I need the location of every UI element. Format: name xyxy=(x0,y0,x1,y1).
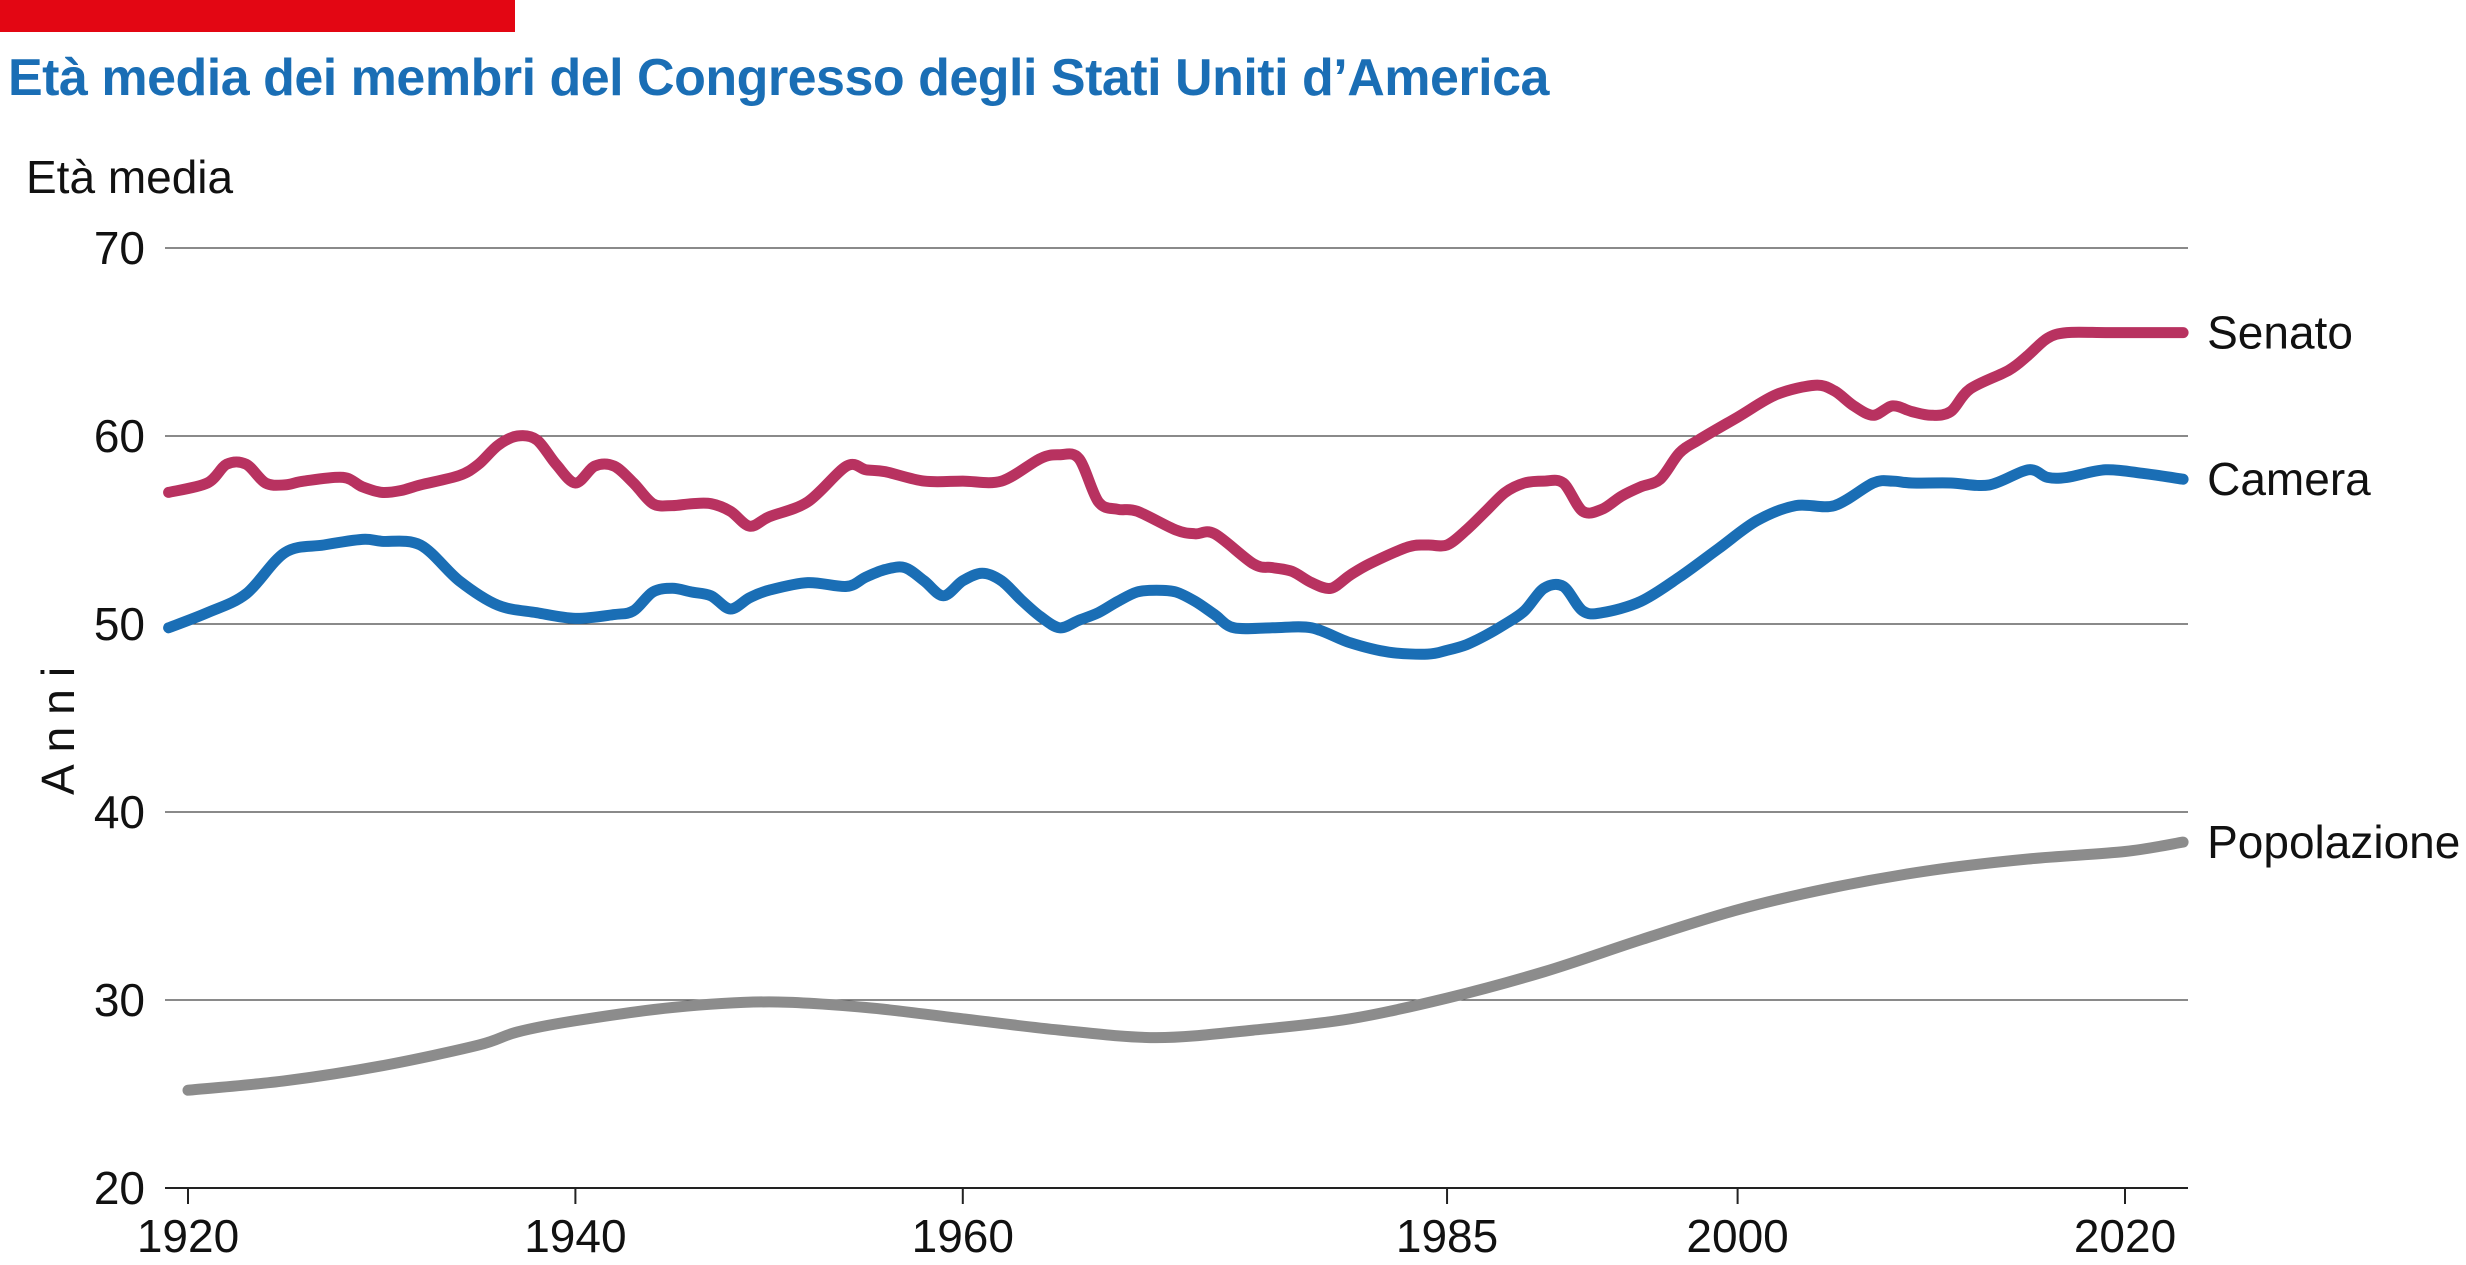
series-label-popolazione: Popolazione xyxy=(2207,816,2460,868)
series-line-senato xyxy=(163,326,2189,594)
x-tick-label: 1940 xyxy=(524,1210,626,1262)
labels: Età media Anni 20 30 40 50 60 70 1920 1940 1960 1… xyxy=(26,151,2460,1262)
accent-bar xyxy=(0,0,515,32)
y-axis-top-label: Età media xyxy=(26,151,234,203)
x-tick-label: 2000 xyxy=(1686,1210,1788,1262)
x-tick-label: 1985 xyxy=(1396,1210,1498,1262)
x-tick-label: 1920 xyxy=(137,1210,239,1262)
series-line-popolazione xyxy=(182,836,2189,1096)
y-tick-label: 70 xyxy=(94,222,145,274)
series-label-camera: Camera xyxy=(2207,453,2371,505)
gridlines xyxy=(165,247,2188,1204)
y-tick-label: 60 xyxy=(94,410,145,462)
y-tick-label: 20 xyxy=(94,1162,145,1214)
y-tick-label: 50 xyxy=(94,598,145,650)
y-tick-label: 30 xyxy=(94,974,145,1026)
series-line-camera xyxy=(163,464,2189,660)
x-tick-label: 1960 xyxy=(912,1210,1014,1262)
chart-title: Età media dei membri del Congresso degli… xyxy=(8,49,1549,107)
x-tick-label: 2020 xyxy=(2074,1210,2176,1262)
series-label-senato: Senato xyxy=(2207,307,2353,359)
y-axis-label: Anni xyxy=(32,655,84,795)
series-lines xyxy=(163,326,2189,1096)
y-tick-label: 40 xyxy=(94,786,145,838)
